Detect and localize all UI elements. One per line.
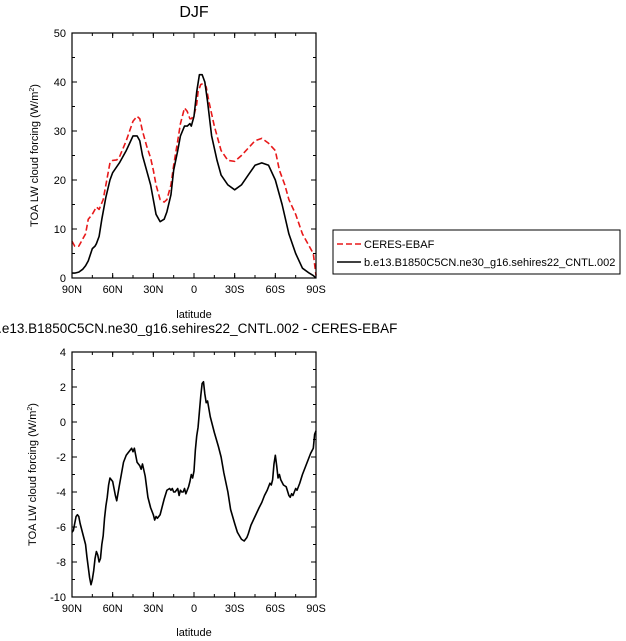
chart-top-frame (71, 32, 317, 279)
chart-bottom-plot-area: 90N 60N 30N 0 30S 60S 90S -10 -8 -6 -4 -2 0 2 4 (50, 347, 326, 615)
chart-top-ytick-label: 0 (60, 273, 66, 285)
chart-top-ylabel-units: (W/m (29, 92, 41, 118)
chart-bottom-ytick-label: 0 (60, 417, 66, 429)
chart-top-ylabel-text: TOA LW cloud forcing (29, 121, 41, 227)
chart-top-ytick-label: 50 (54, 28, 66, 40)
chart-bottom-ytick-label: -6 (56, 522, 66, 534)
chart-top-xtick-label: 60N (103, 284, 123, 296)
chart-bottom-xtick-label: 60N (103, 603, 123, 615)
chart-top-ylabel: TOA LW cloud forcing (W/m2) (29, 84, 41, 227)
chart-bottom-ylabel-units: (W/m (27, 411, 39, 437)
chart-bottom-frame (71, 351, 317, 598)
chart-top-plot-area: 90N 60N 30N 0 30S 60S 90S 0 10 20 30 40 50 (54, 28, 326, 296)
chart-top-xtick-label: 90N (62, 284, 82, 296)
chart-bottom-xtick-label: 0 (191, 603, 197, 615)
chart-top-xtick-label: 0 (191, 284, 197, 296)
chart-top-ytick-label: 20 (54, 175, 66, 187)
chart-top-title: DJF (179, 4, 209, 21)
chart-top-ytick-label: 30 (54, 126, 66, 138)
chart-bottom-ytick-label: -10 (50, 592, 66, 604)
chart-bottom-title: b.e13.B1850C5CN.ne30_g16.sehires22_CNTL.… (0, 321, 397, 336)
chart-top-xtick-label: 60S (266, 284, 286, 296)
chart-top-xtick-label: 30N (143, 284, 163, 296)
chart-top-series-line-1 (72, 73, 317, 279)
chart-bottom-ytick-label: -4 (56, 487, 66, 499)
chart-bottom-xtick-label: 60S (266, 603, 286, 615)
chart-bottom-xtick-label: 90S (306, 603, 326, 615)
chart-top-series-line-0 (71, 82, 317, 276)
chart-bottom-ytick-label: 4 (60, 347, 66, 359)
legend-label-model: b.e13.B1850C5CN.ne30_g16.sehires22_CNTL.… (364, 257, 615, 269)
chart-bottom-xtick-label: 30S (225, 603, 245, 615)
chart-top-ytick-label: 40 (54, 77, 66, 89)
chart-bottom-ytick-label: -2 (56, 452, 66, 464)
chart-top: DJF 90N 60N 30N 0 30S 60S 90S 0 10 20 30 40 50 latit… (29, 4, 621, 321)
chart-bottom-ylabel-text: TOA LW cloud forcing (27, 440, 39, 546)
chart-bottom: b.e13.B1850C5CN.ne30_g16.sehires22_CNTL.… (0, 321, 397, 639)
chart-bottom-ylabel-sup: 2 (27, 407, 34, 411)
chart-top-ytick-label: 10 (54, 224, 66, 236)
legend-box (332, 229, 621, 275)
chart-bottom-ylabel: TOA LW cloud forcing (W/m2) (27, 403, 39, 546)
chart-bottom-ytick-label: -8 (56, 557, 66, 569)
chart-bottom-series-line-0 (71, 380, 317, 586)
chart-top-legend: CERES-EBAF b.e13.B1850C5CN.ne30_g16.sehi… (332, 229, 621, 275)
chart-top-ylabel-close: ) (29, 84, 41, 88)
chart-bottom-xlabel: latitude (176, 627, 211, 639)
chart-top-xtick-label: 30S (225, 284, 245, 296)
chart-bottom-ylabel-close: ) (27, 403, 39, 407)
legend-label-ceres: CERES-EBAF (364, 239, 435, 251)
chart-bottom-ytick-label: 2 (60, 382, 66, 394)
chart-top-xtick-label: 90S (306, 284, 326, 296)
chart-bottom-xtick-label: 90N (62, 603, 82, 615)
chart-top-ylabel-sup: 2 (29, 88, 36, 92)
chart-top-xlabel: latitude (176, 309, 211, 321)
chart-bottom-xtick-label: 30N (143, 603, 163, 615)
